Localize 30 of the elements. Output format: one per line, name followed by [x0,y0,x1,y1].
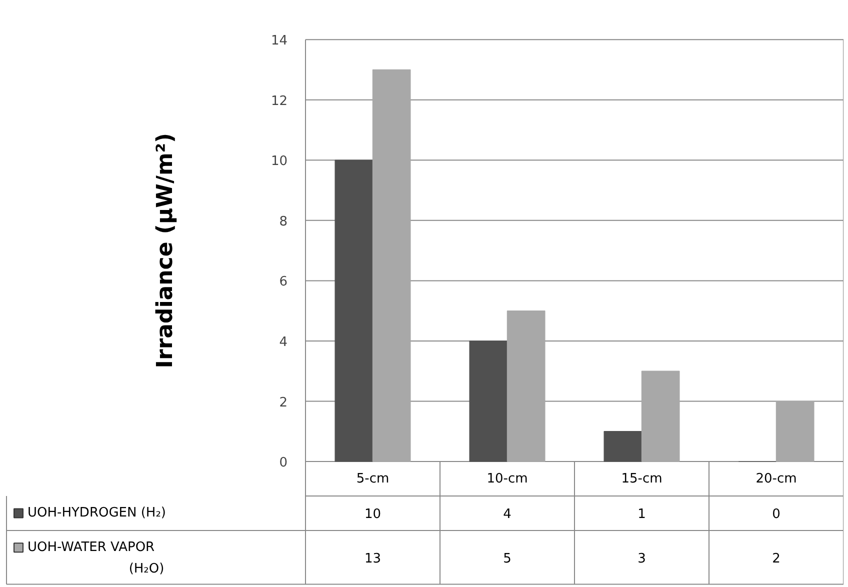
y-tick-label: 10 [270,154,288,170]
legend-label: UOH-WATER VAPOR (H₂O) [28,540,164,577]
y-tick-label: 12 [270,94,288,109]
y-tick-label: 0 [279,456,288,471]
x-tick-label: 5-cm [356,471,390,486]
data-label: 13 [364,551,382,566]
data-label: 2 [772,551,780,566]
data-label: 0 [772,507,780,522]
y-tick-label: 4 [279,334,288,350]
data-label: 4 [503,507,512,522]
x-tick-label: 15-cm [621,471,662,486]
y-tick-label: 8 [279,214,288,230]
bar [641,370,680,462]
bar [506,310,546,462]
bar [776,400,814,462]
x-tick-label: 10-cm [486,471,528,486]
data-label: 10 [364,507,382,522]
data-label: 5 [503,551,512,566]
y-axis-title: Irradiance (μW/m²) [153,132,178,368]
bar [372,69,411,462]
bar [469,340,508,462]
y-tick-label: 14 [270,34,288,49]
bar [334,160,374,462]
bar [604,431,642,462]
y-tick-label: 6 [279,274,288,290]
x-tick-label: 20-cm [756,471,797,486]
y-tick-label: 2 [279,395,288,410]
data-label: 3 [638,551,646,566]
legend-label: UOH-HYDROGEN (H₂) [28,506,166,521]
data-label: 1 [638,507,646,522]
